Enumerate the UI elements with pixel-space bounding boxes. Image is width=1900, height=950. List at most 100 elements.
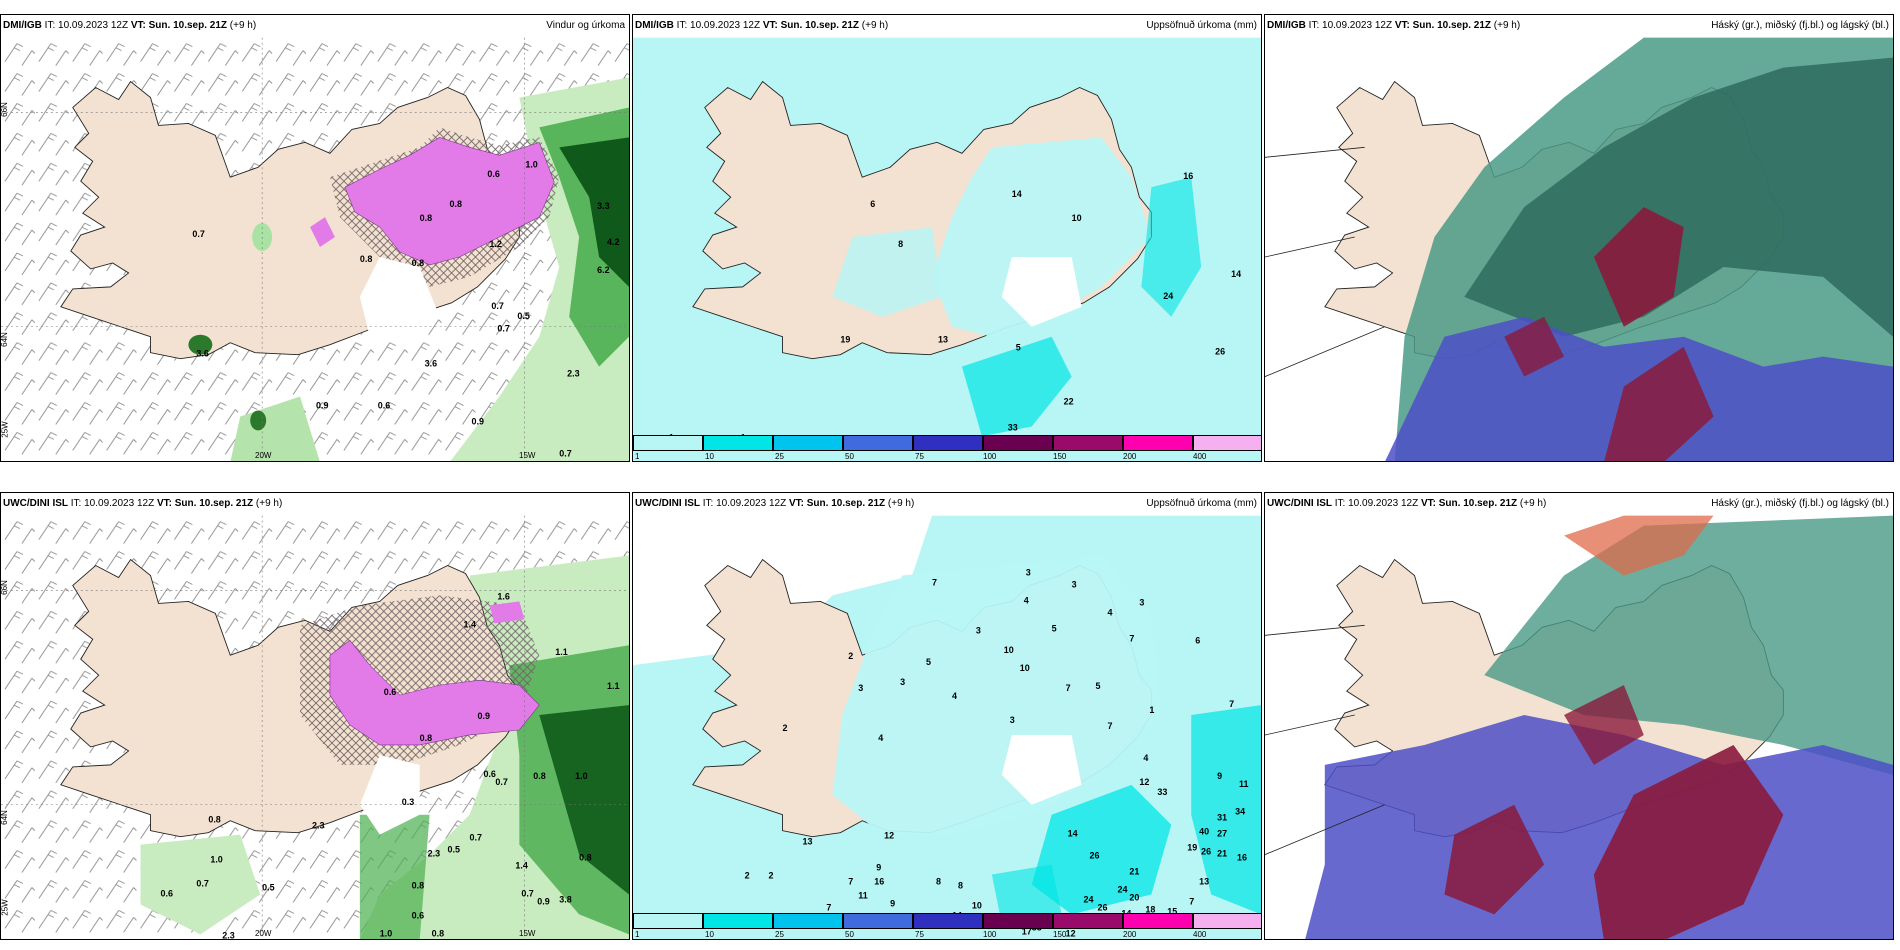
value-label: 3 bbox=[1072, 579, 1077, 589]
value-label: 2 bbox=[745, 871, 750, 881]
panel-header: DMI/IGB IT: 10.09.2023 12Z VT: Sun. 10.s… bbox=[633, 15, 1261, 37]
value-label: 10 bbox=[1004, 645, 1014, 655]
valid-time: VT: Sun. 10.sep. 21Z bbox=[788, 498, 886, 509]
legend-color-swatch bbox=[703, 435, 773, 451]
lat-label-25w: 25W bbox=[0, 899, 10, 916]
value-label: 7 bbox=[1129, 633, 1134, 643]
value-label: 0.6 bbox=[483, 769, 495, 779]
value-label: 0.8 bbox=[412, 258, 424, 268]
panel-uwc-wind-precip: UWC/DINI ISL IT: 10.09.2023 12Z VT: Sun.… bbox=[0, 492, 630, 940]
lead-time: (+9 h) bbox=[887, 498, 915, 509]
legend-tick: 400 bbox=[1193, 930, 1207, 939]
cloud-map bbox=[1265, 515, 1893, 939]
legend-tick: 200 bbox=[1123, 930, 1137, 939]
legend-color-swatch bbox=[1053, 435, 1123, 451]
value-label: 13 bbox=[802, 837, 812, 847]
value-label: 16 bbox=[1183, 171, 1193, 181]
legend-color-swatch bbox=[1193, 913, 1261, 929]
value-label: 13 bbox=[1199, 877, 1209, 887]
value-label: 4 bbox=[1107, 607, 1112, 617]
precip-value-labels: 3 3 7 4 4 3 5 3 10 7 10 5 3 6 2 3 4 7 5 … bbox=[745, 567, 1249, 938]
value-label: 7 bbox=[1189, 896, 1194, 906]
init-time: IT: 10.09.2023 12Z bbox=[1308, 20, 1393, 31]
legend-tick: 1 bbox=[635, 452, 640, 461]
value-label: 2 bbox=[769, 871, 774, 881]
value-label: 8 bbox=[898, 239, 903, 249]
precip-color-legend: 1 10 25 50 75 100 150 200 400 bbox=[633, 435, 1261, 461]
legend-color-swatch bbox=[843, 913, 913, 929]
panel-dmi-cloud-cover: DMI/IGB IT: 10.09.2023 12Z VT: Sun. 10.s… bbox=[1264, 14, 1894, 462]
value-label: 26 bbox=[1215, 347, 1225, 357]
lead-time: (+9 h) bbox=[1493, 20, 1521, 31]
value-label: 6 bbox=[1195, 635, 1200, 645]
value-label: 7 bbox=[826, 902, 831, 912]
value-label: 0.9 bbox=[316, 400, 328, 410]
legend-tick: 100 bbox=[983, 452, 997, 461]
value-label: 0.8 bbox=[360, 254, 372, 264]
value-label: 5 bbox=[1052, 623, 1057, 633]
value-label: 0.7 bbox=[497, 324, 509, 334]
value-label: 5 bbox=[1096, 681, 1101, 691]
precip-map: 16 14 6 10 8 14 24 19 13 5 26 22 33 1 1 bbox=[633, 37, 1261, 461]
value-label: 1 bbox=[1149, 705, 1154, 715]
legend-tick: 50 bbox=[845, 452, 854, 461]
value-label: 21 bbox=[1129, 867, 1139, 877]
legend-tick: 50 bbox=[845, 930, 854, 939]
valid-time: VT: Sun. 10.sep. 21Z bbox=[762, 20, 860, 31]
init-time: IT: 10.09.2023 12Z bbox=[676, 20, 761, 31]
value-label: 1.0 bbox=[210, 855, 222, 865]
value-label: 1.0 bbox=[525, 159, 537, 169]
value-label: 9 bbox=[1217, 771, 1222, 781]
panel-dmi-wind-precip: DMI/IGB IT: 10.09.2023 12Z VT: Sun. 10.s… bbox=[0, 14, 630, 462]
lat-label-64n: 64N bbox=[0, 810, 9, 825]
legend-color-swatch bbox=[983, 913, 1053, 929]
value-label: 27 bbox=[1217, 829, 1227, 839]
value-label: 20 bbox=[1129, 892, 1139, 902]
panel-title: Háský (gr.), miðský (fj.bl.) og lágský (… bbox=[1711, 498, 1889, 509]
value-label: 4 bbox=[1024, 595, 1029, 605]
value-label: 4 bbox=[952, 691, 957, 701]
value-label: 16 bbox=[874, 877, 884, 887]
value-label: 22 bbox=[1064, 397, 1074, 407]
value-label: 0.8 bbox=[579, 853, 591, 863]
lead-time: (+9 h) bbox=[255, 498, 283, 509]
legend-color-swatch bbox=[1193, 435, 1261, 451]
legend-color-swatch bbox=[1123, 435, 1193, 451]
value-label: 0.7 bbox=[192, 229, 204, 239]
legend-tick: 25 bbox=[775, 930, 784, 939]
value-label: 24 bbox=[1163, 291, 1173, 301]
value-label: 3 bbox=[1139, 597, 1144, 607]
value-label: 7 bbox=[932, 577, 937, 587]
value-label: 1.0 bbox=[575, 771, 587, 781]
legend-color-bar bbox=[633, 913, 1261, 929]
value-label: 19 bbox=[1187, 843, 1197, 853]
init-time: IT: 10.09.2023 12Z bbox=[70, 498, 155, 509]
value-label: 0.7 bbox=[495, 777, 507, 787]
model-name: DMI/IGB bbox=[635, 20, 674, 31]
value-label: 7 bbox=[1107, 721, 1112, 731]
value-label: 3.8 bbox=[559, 894, 571, 904]
value-label: 19 bbox=[840, 335, 850, 345]
value-label: 7 bbox=[1229, 699, 1234, 709]
legend-tick: 150 bbox=[1053, 452, 1067, 461]
legend-tick: 1 bbox=[635, 930, 640, 939]
legend-tick: 10 bbox=[705, 452, 714, 461]
value-label: 2 bbox=[783, 723, 788, 733]
value-label: 2.3 bbox=[222, 930, 234, 940]
lat-label-66n: 66N bbox=[0, 580, 9, 595]
model-name: DMI/IGB bbox=[1267, 20, 1306, 31]
model-name: UWC/DINI ISL bbox=[1267, 498, 1332, 509]
value-label: 2.3 bbox=[567, 369, 579, 379]
value-label: 3 bbox=[1026, 567, 1031, 577]
value-label: 0.8 bbox=[208, 815, 220, 825]
value-label: 3.6 bbox=[425, 359, 437, 369]
value-label: 9 bbox=[876, 863, 881, 873]
lat-label-64n: 64N bbox=[0, 332, 9, 347]
legend-tick: 150 bbox=[1053, 930, 1067, 939]
value-label: 0.6 bbox=[384, 687, 396, 697]
wind-precip-value-labels: 1.6 1.4 0.6 0.8 0.9 1.1 1.1 0.8 1.0 0.7 … bbox=[160, 591, 619, 940]
lead-time: (+9 h) bbox=[861, 20, 889, 31]
panel-uwc-accumulated-precip: UWC/DINI ISL IT: 10.09.2023 12Z VT: Sun.… bbox=[632, 492, 1262, 940]
value-label: 1.4 bbox=[464, 619, 476, 629]
value-label: 9 bbox=[890, 898, 895, 908]
